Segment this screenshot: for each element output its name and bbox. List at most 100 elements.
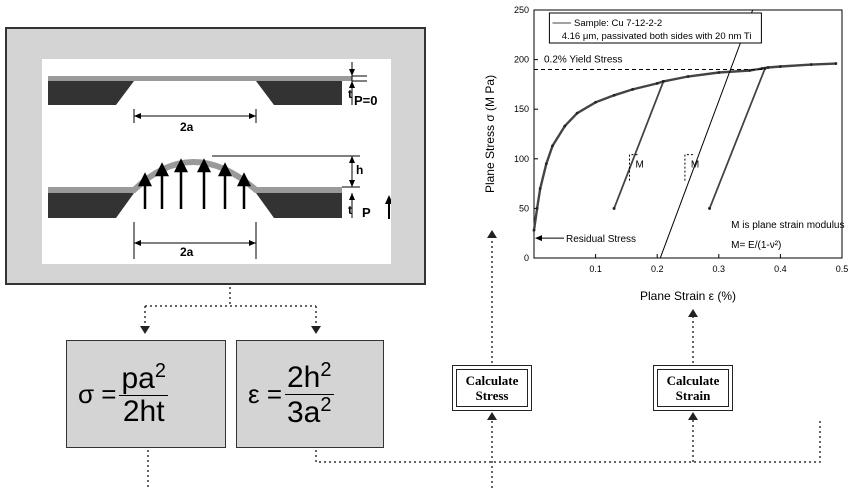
series-line (708, 68, 766, 209)
data-point (834, 62, 838, 65)
x-tick-label: 0.4 (774, 264, 787, 274)
stress-equation: σ = pa2 2ht (78, 356, 168, 432)
y-tick-label: 250 (514, 5, 529, 15)
data-point (532, 228, 536, 232)
y-tick-label: 0 (524, 253, 529, 263)
label-h: h (356, 163, 364, 177)
data-point (551, 144, 554, 148)
arrowhead (249, 113, 256, 119)
label-2a-bottom: 2a (180, 245, 194, 259)
legend: Sample: Cu 7-12-2-2 4.16 μm, passivated b… (548, 12, 762, 44)
x-tick-label: 0.2 (651, 264, 664, 274)
strain-fraction: 2h2 3a2 (285, 360, 334, 428)
schematic-drawing (48, 62, 393, 259)
series-line (532, 62, 836, 231)
modulus-line (659, 9, 754, 259)
chart-annotations: 0.2% Yield Stress Residual Stress M is pla… (534, 12, 845, 251)
film-flat (48, 76, 352, 81)
arrowhead (688, 309, 698, 317)
substrate-left-bottom (48, 193, 134, 218)
connector-strain-eq (315, 420, 821, 463)
stress-strain-chart: 0 50 100 150 200 250 0.1 0.2 0.3 0.4 0.5 Plane Stra… (483, 5, 848, 303)
bulge-test-schematic: 2a 2a t t h P=0 P (42, 59, 393, 264)
connector-schematic-to-equations (144, 287, 317, 326)
data-point (538, 187, 542, 190)
y-tick-label: 150 (514, 104, 529, 114)
chart-axes: 0 50 100 150 200 250 0.1 0.2 0.3 0.4 0.5 Plane Stra… (483, 5, 848, 303)
y-axis-label: Plane Stress σ (M Pa) (483, 75, 497, 193)
modulus-text-1: M is plane strain modulus (731, 220, 844, 231)
arrowhead (349, 180, 355, 187)
arrowhead (134, 240, 141, 246)
x-tick-label: 0.1 (589, 264, 602, 274)
data-point (766, 66, 770, 69)
label-pressure: P (362, 205, 371, 220)
legend-detail: 4.16 μm, passivated both sides with 20 n… (562, 31, 752, 42)
stress-fraction: pa2 2ht (119, 361, 168, 427)
yield-label: 0.2% Yield Stress (544, 55, 622, 66)
substrate-right-bottom (256, 193, 342, 218)
strain-equation: ε = 2h2 3a2 (248, 356, 334, 432)
arrowhead (349, 69, 355, 76)
data-point (661, 80, 665, 83)
series-line (613, 81, 665, 209)
arrowhead (140, 326, 150, 334)
x-tick-label: 0.3 (713, 264, 726, 274)
data-point (563, 124, 567, 128)
data-point (631, 87, 634, 91)
pressure-arrows (137, 158, 252, 209)
legend-sample: Sample: Cu 7-12-2-2 (574, 18, 662, 29)
data-point (708, 207, 711, 210)
stress-denominator: 2ht (122, 394, 165, 428)
arrowhead (249, 240, 256, 246)
data-point (779, 65, 782, 68)
label-2a-top: 2a (180, 120, 194, 134)
arrowhead (688, 412, 698, 420)
label-p-zero: P=0 (354, 93, 378, 108)
arrowhead (349, 193, 355, 200)
arrowhead (311, 326, 321, 334)
data-point (575, 111, 579, 115)
m-triangle-2 (684, 154, 695, 181)
arrowhead (487, 412, 497, 420)
data-point (612, 93, 616, 97)
legend-box (548, 12, 762, 44)
calculate-stress-button[interactable]: Calculate Stress (452, 365, 532, 411)
residual-arrowhead (535, 235, 542, 242)
plot-frame (533, 9, 843, 259)
data-point (763, 67, 767, 70)
calculate-strain-button[interactable]: Calculate Strain (653, 365, 733, 411)
strain-lhs: ε = (248, 378, 282, 409)
y-tick-label: 100 (514, 154, 529, 164)
modulus-text-2: M= E/(1-ν²) (731, 240, 781, 251)
arrowhead (134, 113, 141, 119)
substrate-left-top (48, 81, 134, 105)
data-point (686, 75, 690, 78)
stress-lhs: σ = (78, 378, 117, 409)
m-triangle-2-label: M (691, 160, 699, 171)
data-point (535, 207, 539, 210)
m-triangle-1 (628, 154, 640, 181)
x-tick-label: 0.5 (836, 264, 849, 274)
arrowhead (349, 81, 355, 88)
data-point (717, 71, 721, 74)
m-triangle-1-label: M (635, 160, 643, 171)
y-tick-label: 50 (519, 203, 529, 213)
stress-equation-box (66, 340, 226, 448)
data-point (612, 207, 616, 210)
data-point (809, 63, 813, 66)
arrowhead (487, 230, 497, 238)
strain-numerator: 2h2 (285, 359, 334, 395)
data-point (594, 100, 597, 104)
y-tick-label: 200 (514, 55, 529, 65)
chart-series (532, 9, 838, 259)
x-axis-label: Plane Strain ε (%) (640, 289, 736, 303)
data-point (748, 69, 751, 72)
label-t-bottom: t (348, 203, 352, 217)
strain-denominator: 3a2 (287, 393, 332, 429)
arrowhead (349, 156, 355, 163)
substrate-right-top (256, 81, 342, 105)
residual-label: Residual Stress (566, 234, 636, 245)
stress-numerator: pa2 (119, 360, 168, 396)
